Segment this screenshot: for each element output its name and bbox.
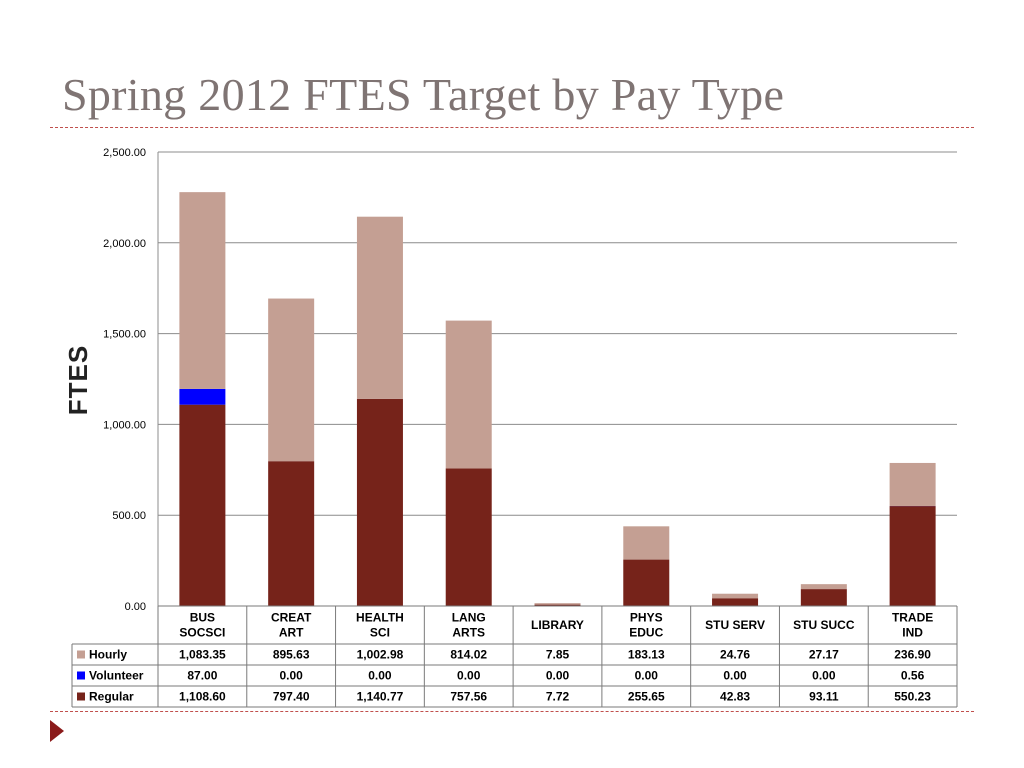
top-divider [50,127,974,128]
category-label: EDUC [629,626,663,640]
category-label: HEALTH [356,611,404,625]
legend-key-regular [77,692,85,701]
bar-hourly-1 [268,298,315,462]
bar-hourly-7 [800,584,847,590]
slide-bullet-icon [50,720,64,742]
data-value-label: 757.56 [450,690,487,704]
category-label: STU SUCC [793,618,855,632]
bar-hourly-4 [534,603,581,605]
category-label: ART [279,626,304,640]
bar-hourly-2 [356,216,403,399]
bar-regular-8 [889,506,936,606]
bar-hourly-6 [712,593,759,599]
series-name: Regular [89,690,134,704]
bar-regular-4 [534,604,581,606]
data-value-label: 7.85 [546,648,570,662]
data-value-label: 24.76 [720,648,750,662]
bars [179,192,936,606]
y-tick-label: 500.00 [112,510,146,522]
data-value-label: 550.23 [894,690,931,704]
data-value-label: 1,140.77 [357,690,404,704]
category-label: LANG [452,611,486,625]
bar-hourly-5 [623,526,670,560]
category-label: BUS [190,611,215,625]
data-value-label: 0.00 [723,669,747,683]
bar-regular-7 [800,589,847,606]
y-tick-label: 1,000.00 [103,419,146,431]
data-value-label: 1,108.60 [179,690,226,704]
bar-regular-3 [445,468,492,606]
series-name: Hourly [89,648,127,662]
data-value-label: 0.00 [279,669,303,683]
category-label: STU SERV [705,618,765,632]
category-label: SCI [370,626,390,640]
bar-regular-2 [356,398,403,606]
data-value-label: 0.00 [457,669,481,683]
y-axis-title: FTES [63,345,93,415]
category-label: LIBRARY [531,618,584,632]
legend-key-volunteer [77,671,85,680]
data-value-label: 0.00 [368,669,392,683]
data-value-label: 87.00 [187,669,217,683]
data-value-label: 236.90 [894,648,931,662]
data-value-label: 27.17 [809,648,839,662]
bar-regular-0 [179,404,226,606]
data-value-label: 0.56 [901,669,925,683]
data-value-label: 93.11 [809,690,839,704]
data-value-label: 797.40 [273,690,310,704]
data-value-label: 0.00 [635,669,659,683]
bar-regular-5 [623,559,670,606]
y-tick-label: 2,000.00 [103,238,146,250]
slide-title: Spring 2012 FTES Target by Pay Type [62,69,785,120]
data-value-label: 814.02 [450,648,487,662]
bar-regular-6 [712,598,759,606]
data-value-label: 1,002.98 [357,648,404,662]
category-label: SOCSCI [179,626,225,640]
category-label: PHYS [630,611,663,625]
bar-volunteer-0 [179,388,226,405]
data-value-label: 255.65 [628,690,665,704]
y-axis-ticks: 0.00 500.00 1,000.00 1,500.00 2,000.00 2,500.… [103,147,146,613]
data-value-label: 7.72 [546,690,570,704]
data-value-label: 895.63 [273,648,310,662]
legend-key-hourly [77,650,85,659]
bottom-divider [50,711,974,712]
data-value-label: 1,083.35 [179,648,226,662]
category-label: TRADE [892,611,933,625]
bar-hourly-3 [445,320,492,469]
y-tick-label: 1,500.00 [103,329,146,341]
series-name: Volunteer [89,669,144,683]
y-tick-label: 2,500.00 [103,147,146,159]
category-label: IND [902,626,923,640]
category-label: ARTS [452,626,485,640]
bar-hourly-0 [179,192,226,389]
data-value-label: 183.13 [628,648,665,662]
data-value-label: 0.00 [812,669,836,683]
data-value-label: 0.00 [546,669,570,683]
bar-hourly-8 [889,462,936,506]
category-label: CREAT [271,611,312,625]
data-value-label: 42.83 [720,690,750,704]
y-tick-label: 0.00 [125,601,146,613]
bar-regular-1 [268,461,315,606]
